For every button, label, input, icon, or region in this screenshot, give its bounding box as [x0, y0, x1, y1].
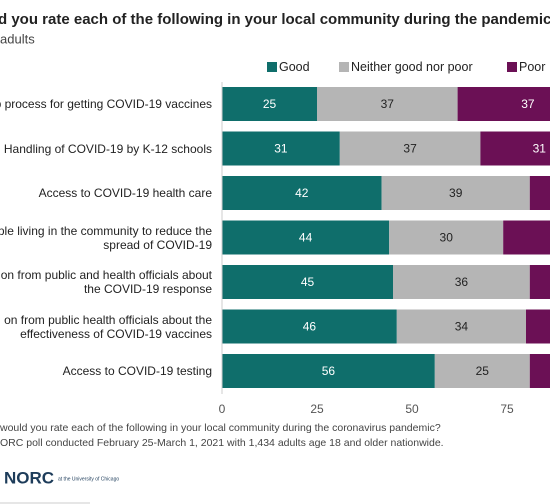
bar-segment — [222, 309, 397, 344]
bar-segment — [381, 176, 530, 210]
category-label: p process for getting COVID-19 vaccines — [0, 97, 212, 111]
logo: NORC — [4, 468, 54, 487]
x-tick-label: 25 — [310, 402, 324, 416]
legend-label: Good — [279, 60, 310, 74]
x-tick-label: 0 — [219, 402, 226, 416]
logo-tagline: at the University of Chicago — [58, 476, 119, 482]
bar-segment — [529, 265, 550, 299]
chart-subtitle: adults — [0, 31, 35, 46]
value-label: 30 — [440, 231, 454, 245]
bar-segment — [503, 220, 550, 255]
bar-segment — [222, 220, 390, 255]
legend-swatch — [339, 62, 349, 72]
bar-segment — [389, 220, 504, 255]
value-label: 31 — [533, 142, 547, 156]
bar-segment — [396, 309, 526, 344]
category-label: Handling of COVID-19 by K-12 schools — [3, 141, 212, 156]
category-label: Access to COVID-19 testing — [62, 364, 212, 378]
value-label: 37 — [403, 142, 417, 156]
legend-label: Poor — [519, 60, 545, 74]
value-label: 37 — [381, 97, 395, 111]
category-label: Access to COVID-19 health care — [38, 186, 212, 200]
x-tick-label: 50 — [405, 402, 419, 416]
legend-swatch — [507, 62, 517, 72]
value-label: 25 — [476, 364, 490, 378]
value-label: 46 — [303, 320, 317, 334]
legend-label: Neither good nor poor — [351, 60, 473, 74]
bar-segment — [457, 87, 550, 121]
value-label: 42 — [295, 186, 309, 200]
bar-segment — [480, 131, 550, 166]
value-label: 37 — [521, 97, 535, 111]
bar-segment — [222, 265, 393, 299]
bar-segment — [526, 309, 550, 344]
x-tick-label: 75 — [500, 402, 514, 416]
bar-segment — [222, 354, 435, 388]
bar-segment — [222, 87, 317, 121]
category-label: on from public and health officials abou… — [0, 268, 212, 296]
bar-segment — [222, 176, 382, 210]
category-label: ple living in the community to reduce th… — [0, 223, 212, 252]
legend-swatch — [267, 62, 277, 72]
value-label: 36 — [455, 275, 469, 289]
value-label: 44 — [299, 231, 313, 245]
bar-segment — [339, 131, 481, 166]
bar-segment — [393, 265, 530, 299]
value-label: 34 — [455, 320, 469, 334]
bar-segment — [222, 131, 340, 166]
value-label: 39 — [449, 186, 463, 200]
bar-segment — [529, 354, 550, 388]
bar-segment — [317, 87, 458, 121]
bar-segment — [434, 354, 530, 388]
value-label: 31 — [274, 142, 288, 156]
value-label: 45 — [301, 275, 315, 289]
category-label: on from public health officials about th… — [4, 312, 212, 341]
note: ORC poll conducted February 25-March 1, … — [0, 437, 444, 449]
bar-segment — [529, 176, 550, 210]
chart-title: d you rate each of the following in your… — [0, 11, 550, 28]
value-label: 25 — [263, 97, 277, 111]
value-label: 56 — [322, 364, 336, 378]
note: would you rate each of the following in … — [0, 422, 441, 434]
